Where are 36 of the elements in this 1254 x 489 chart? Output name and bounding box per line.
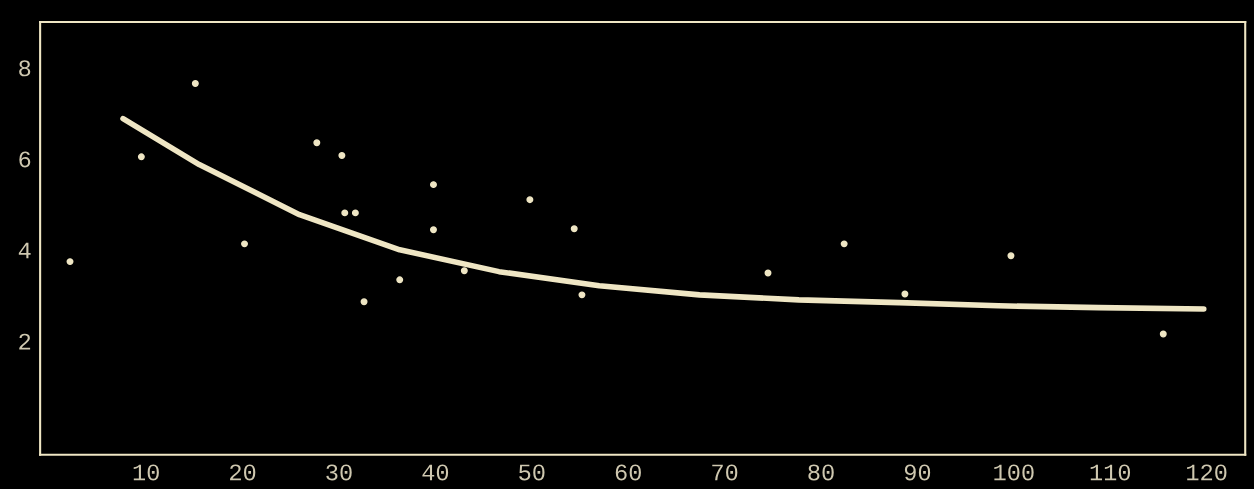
point (313, 139, 321, 147)
x-tick-label: 110 (1090, 464, 1131, 481)
x-tick-label: 60 (615, 464, 641, 481)
x-tick-label: 70 (712, 464, 738, 481)
x-tick-label: 100 (994, 464, 1034, 481)
point (341, 209, 349, 217)
y-tick-label: 6 (19, 151, 31, 168)
point (901, 290, 909, 298)
point (460, 267, 468, 275)
x-tick-label: 90 (904, 464, 931, 481)
point (1007, 252, 1015, 260)
point (351, 209, 359, 217)
point (338, 152, 346, 159)
point (137, 153, 145, 161)
point (526, 196, 534, 204)
x-tick-label: 10 (133, 464, 159, 481)
x-tick-label: 30 (326, 464, 352, 481)
x-tick-label: 50 (519, 464, 545, 481)
x-tick-label: 120 (1187, 464, 1227, 481)
point (570, 225, 578, 233)
point (396, 276, 404, 284)
point (429, 226, 437, 234)
point (1159, 330, 1167, 338)
point (840, 240, 848, 248)
point (360, 298, 368, 306)
y-tick-label: 2 (19, 333, 31, 350)
x-tick-label: 20 (230, 464, 256, 481)
point (429, 181, 437, 189)
x-tick-label: 80 (808, 464, 834, 481)
point (66, 258, 74, 266)
x-tick-label: 40 (422, 464, 449, 481)
point (241, 240, 248, 248)
y-tick-label: 4 (18, 242, 31, 259)
y-tick-label: 8 (19, 60, 31, 77)
point (191, 80, 199, 87)
point (578, 291, 586, 299)
